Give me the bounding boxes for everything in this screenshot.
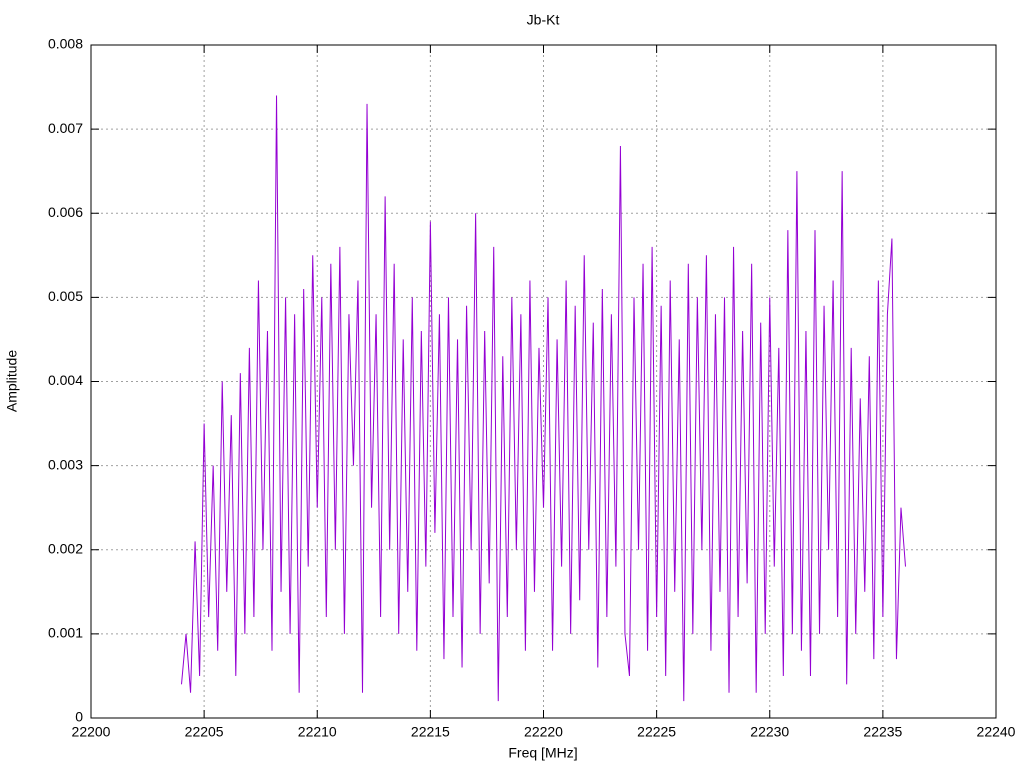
plot-border <box>90 44 997 719</box>
x-tick-label: 22210 <box>298 724 337 740</box>
x-tick-label: 22200 <box>72 724 111 740</box>
data-line <box>181 95 906 702</box>
x-tick-label: 22205 <box>185 724 224 740</box>
y-tick-label: 0.001 <box>48 625 83 641</box>
x-tick-label: 22220 <box>524 724 563 740</box>
y-tick-label: 0 <box>75 709 83 725</box>
y-tick-label: 0.007 <box>48 120 83 136</box>
y-axis-label: Amplitude <box>4 350 20 412</box>
y-tick-label: 0.002 <box>48 540 83 556</box>
x-tick-label: 22240 <box>977 724 1016 740</box>
x-axis-label: Freq [MHz] <box>508 745 577 761</box>
y-tick-label: 0.003 <box>48 456 83 472</box>
x-tick-label: 22225 <box>637 724 676 740</box>
x-tick-label: 22235 <box>863 724 902 740</box>
chart-title: Jb-Kt <box>527 12 560 28</box>
y-tick-label: 0.004 <box>48 372 83 388</box>
x-tick-label: 22215 <box>411 724 450 740</box>
y-tick-label: 0.006 <box>48 204 83 220</box>
x-tick-label: 22230 <box>750 724 789 740</box>
y-tick-label: 0.008 <box>48 36 83 52</box>
y-tick-label: 0.005 <box>48 288 83 304</box>
